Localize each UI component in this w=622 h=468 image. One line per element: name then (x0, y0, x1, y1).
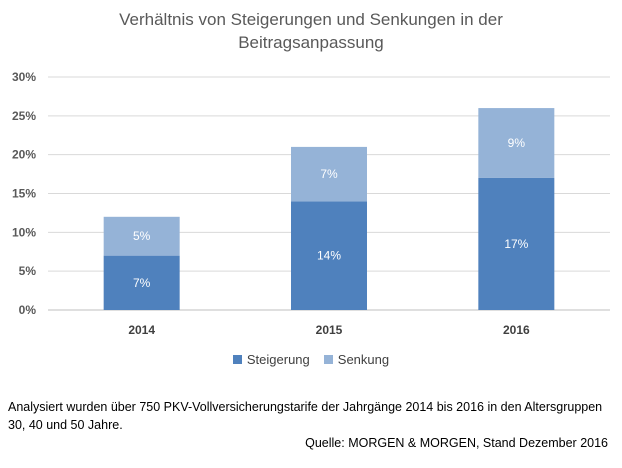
source-note: Quelle: MORGEN & MORGEN, Stand Dezember … (305, 436, 608, 450)
chart-title-line-1: Verhältnis von Steigerungen und Senkunge… (119, 10, 503, 29)
legend-swatch-steigerung (232, 355, 242, 364)
data-label-steigerung-2016: 17% (504, 237, 528, 251)
y-tick-label: 25% (12, 109, 36, 123)
bar-steigerung-2016 (478, 177, 555, 310)
data-label-steigerung-2014: 7% (133, 276, 151, 290)
bar-senkung-2015 (291, 146, 367, 202)
chart-title-line-2: Beitragsanpassung (238, 33, 384, 52)
bar-steigerung-2015 (291, 201, 367, 310)
legend-label-senkung: Senkung (337, 352, 390, 367)
y-tick-label: 0% (19, 303, 37, 317)
data-label-senkung-2016: 9% (508, 136, 526, 150)
legend: Steigerung Senkung (0, 352, 622, 367)
data-label-steigerung-2015: 14% (317, 249, 341, 263)
bar-steigerung-2014 (103, 255, 180, 310)
bars (103, 108, 555, 310)
y-tick-label: 5% (19, 264, 37, 278)
legend-swatch-senkung (323, 355, 333, 364)
x-axis-ticks: 2014 2015 2016 (128, 323, 530, 337)
y-tick-label: 15% (12, 187, 36, 201)
legend-label-steigerung: Steigerung (246, 352, 310, 367)
x-tick-label-2015: 2015 (316, 323, 343, 337)
bar-senkung-2016 (478, 108, 555, 178)
y-tick-label: 30% (12, 70, 36, 84)
y-tick-label: 10% (12, 225, 36, 239)
stacked-bar-chart: 0%5%10%15%20%25%30% 7%5%14%7%17%9% 2014 2… (12, 70, 610, 337)
legend-item-senkung: Senkung (323, 352, 390, 367)
data-label-senkung-2014: 5% (133, 229, 151, 243)
chart-title: Verhältnis von Steigerungen und Senkunge… (0, 8, 622, 54)
data-labels: 7% 5% 14% 7% 17% 9% (133, 136, 529, 290)
bar-senkung-2014 (103, 216, 180, 256)
data-label-senkung-2015: 7% (320, 167, 338, 181)
footnote: Analysiert wurden über 750 PKV-Vollversi… (8, 400, 603, 432)
legend-item-steigerung: Steigerung (232, 352, 310, 367)
x-tick-label-2014: 2014 (128, 323, 155, 337)
x-tick-label-2016: 2016 (503, 323, 530, 337)
y-tick-label: 20% (12, 148, 36, 162)
y-axis-ticks: 0% 5% 10% 15% 20% 25% 30% (12, 70, 36, 317)
